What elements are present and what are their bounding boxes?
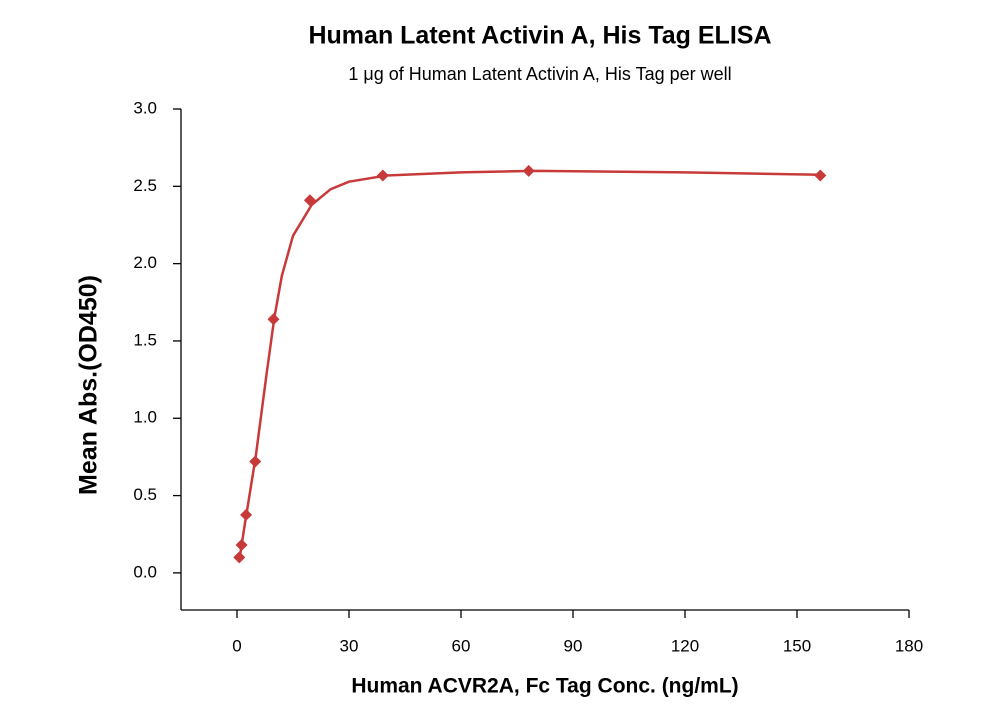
x-tick-label: 60 bbox=[452, 636, 471, 655]
y-tick-label: 2.0 bbox=[133, 253, 157, 272]
y-tick-label: 1.0 bbox=[133, 408, 157, 427]
x-tick-label: 150 bbox=[783, 636, 811, 655]
x-tick-label: 180 bbox=[895, 636, 923, 655]
y-tick-label: 3.0 bbox=[133, 98, 157, 117]
chart-title: Human Latent Activin A, His Tag ELISA bbox=[308, 22, 771, 50]
x-tick-label: 120 bbox=[671, 636, 699, 655]
data-point bbox=[814, 169, 827, 182]
x-axis-label: Human ACVR2A, Fc Tag Conc. (ng/mL) bbox=[351, 675, 738, 698]
y-tick-label: 0.5 bbox=[133, 485, 157, 504]
x-tick-label: 30 bbox=[340, 636, 359, 655]
chart-subtitle: 1 μg of Human Latent Activin A, His Tag … bbox=[348, 64, 731, 84]
x-tick-label: 0 bbox=[232, 636, 241, 655]
y-axis-label: Mean Abs.(OD450) bbox=[75, 275, 103, 495]
y-tick-label: 1.5 bbox=[133, 330, 157, 349]
y-tick-label: 2.5 bbox=[133, 176, 157, 195]
x-tick-label: 90 bbox=[564, 636, 583, 655]
y-tick-label: 0.0 bbox=[133, 562, 157, 581]
fit-curve bbox=[238, 169, 821, 561]
